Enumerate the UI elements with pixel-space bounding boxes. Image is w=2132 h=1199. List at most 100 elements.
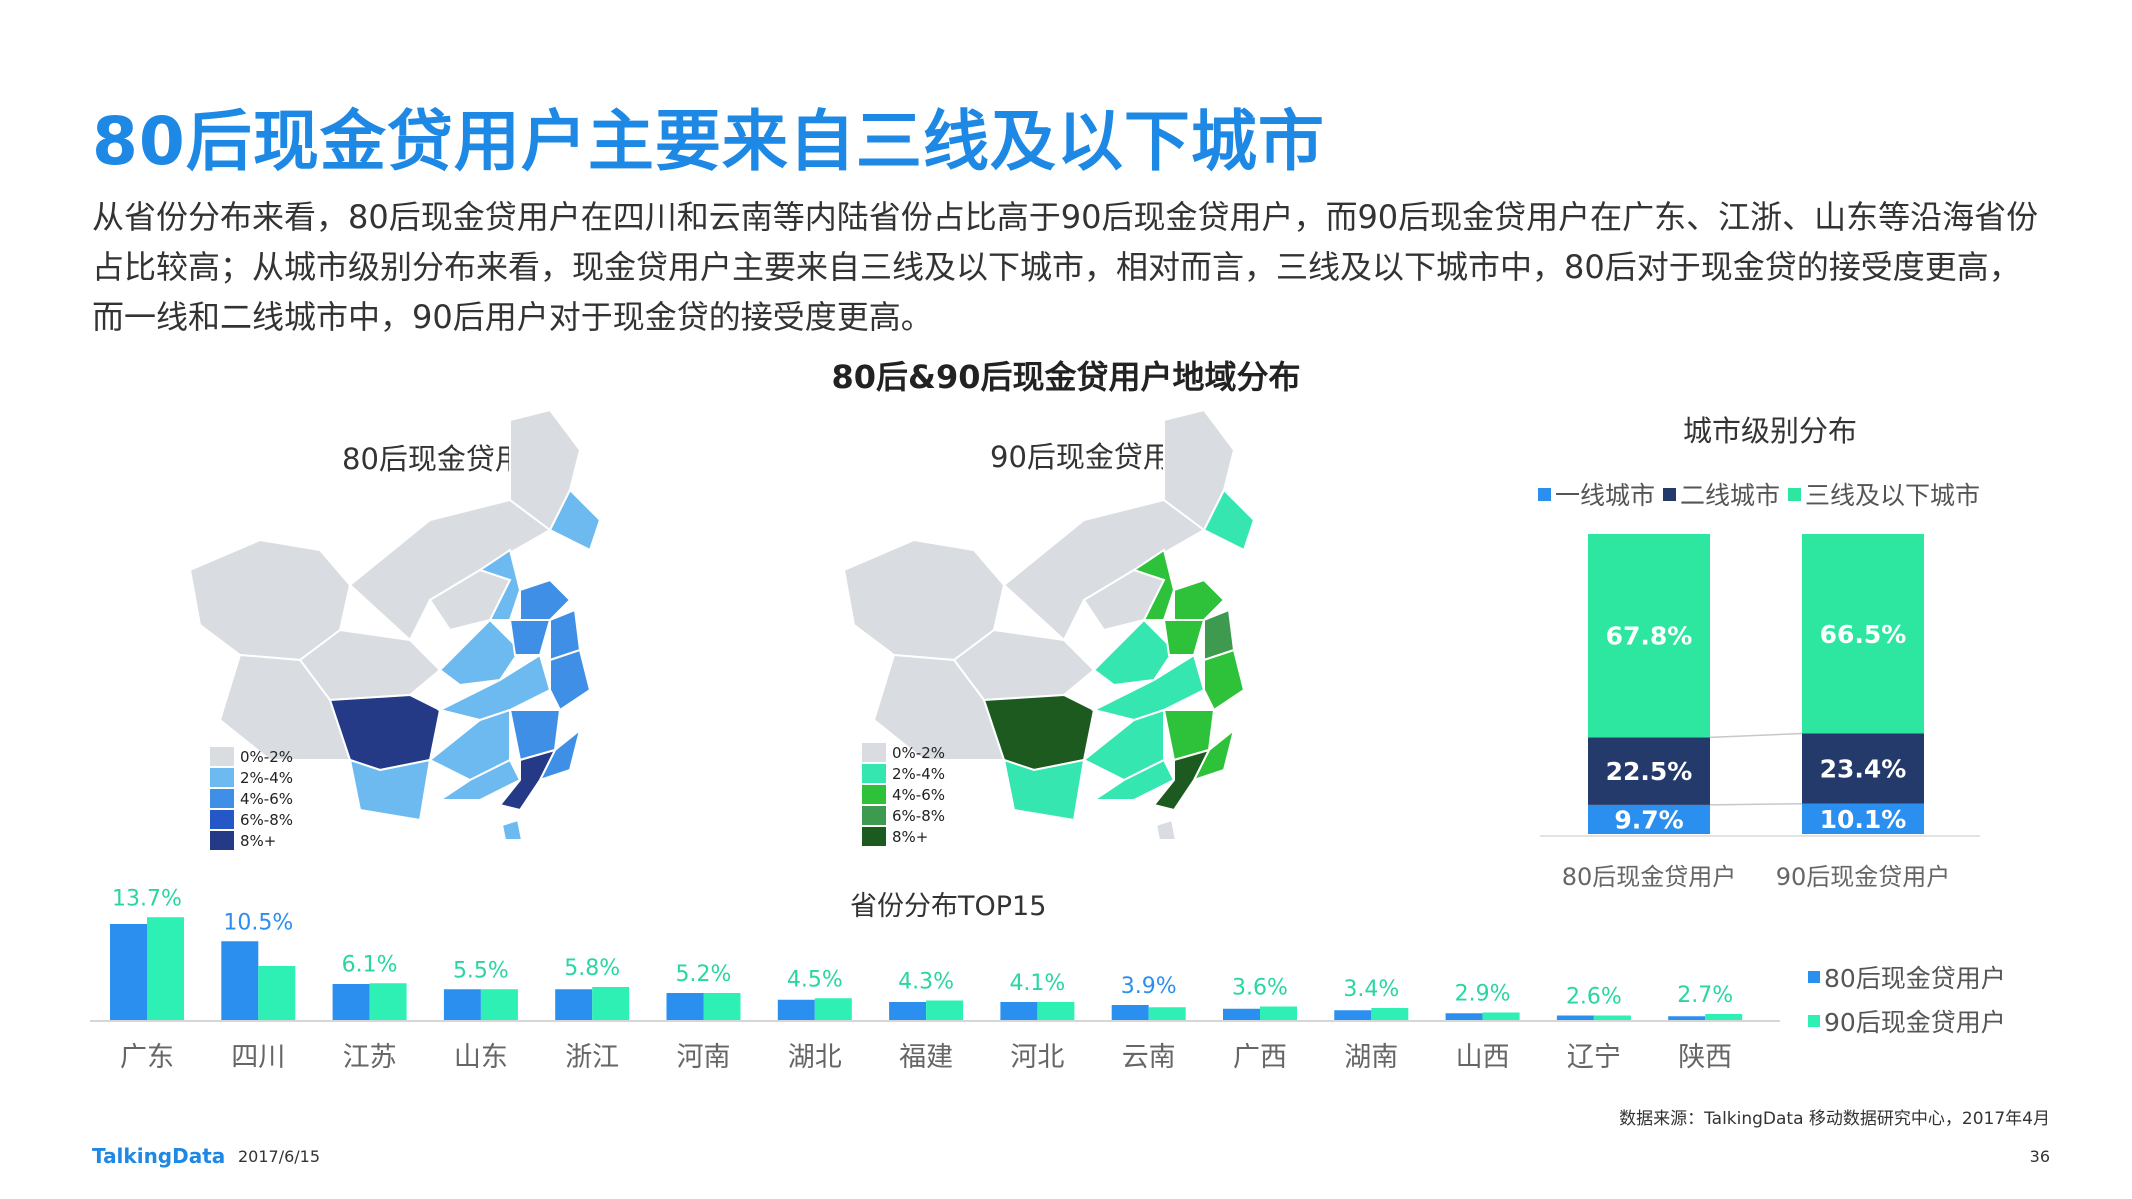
province-region <box>428 708 511 782</box>
page-description: 从省份分布来看，80后现金贷用户在四川和云南等内陆省份占比高于90后现金贷用户，… <box>92 198 2039 336</box>
china-map-post80 <box>188 408 602 841</box>
category-label: 江苏 <box>343 1042 397 1073</box>
legend-label: 一线城市 <box>1555 481 1656 510</box>
province-region <box>549 648 592 712</box>
category-label: 四川 <box>231 1042 285 1073</box>
bar <box>1000 1002 1038 1020</box>
bar <box>1445 1013 1483 1020</box>
category-label: 河南 <box>677 1042 731 1073</box>
legend-range-label: 4%-6% <box>240 789 294 808</box>
legend-range-label: 0%-2% <box>240 747 294 766</box>
category-label: 湖南 <box>1344 1042 1398 1073</box>
province-region <box>1173 578 1226 621</box>
bar <box>777 999 815 1020</box>
bar <box>1593 1015 1631 1020</box>
legend-row: 8%+ <box>210 830 293 851</box>
province-region <box>498 748 557 812</box>
data-label: 4.5% <box>787 967 843 992</box>
category-label: 山东 <box>454 1042 508 1073</box>
province-region <box>1082 708 1165 782</box>
legend-swatch <box>1663 487 1677 501</box>
province-legend: 80后现金贷用户 90后现金贷用户 <box>1808 955 2006 1043</box>
legend-swatch <box>1538 487 1551 501</box>
data-label: 4.3% <box>898 970 954 995</box>
bar <box>480 989 518 1020</box>
data-source: 数据来源：TalkingData 移动数据研究中心，2017年4月 <box>1619 1109 2050 1129</box>
category-label: 福建 <box>899 1042 953 1073</box>
legend-swatch <box>1808 1015 1820 1027</box>
data-label: 3.4% <box>1343 977 1399 1002</box>
data-label: 5.8% <box>564 956 620 981</box>
legend-label: 90后现金贷用户 <box>1824 1008 2006 1037</box>
stacked-bar-segment <box>1802 803 1924 834</box>
legend-label: 80后现金贷用户 <box>1824 964 2006 993</box>
legend-range-label: 8%+ <box>892 827 929 846</box>
data-label: 9.7% <box>1614 805 1683 834</box>
data-label: 67.8% <box>1606 622 1693 651</box>
data-label: 5.5% <box>453 958 509 983</box>
province-region <box>1162 619 1206 656</box>
category-label: 河北 <box>1010 1042 1064 1073</box>
bar <box>666 993 704 1020</box>
province-region <box>1202 488 1256 552</box>
page-number: 36 <box>2029 1147 2050 1166</box>
map-80-legend: 0%-2% 2%-4% 4%-6% 6%-8% 8%+ <box>210 746 293 851</box>
province-region <box>508 619 552 656</box>
legend-swatch <box>862 827 886 846</box>
legend-item-post90: 90后现金贷用户 <box>1808 999 2006 1043</box>
data-label: 23.4% <box>1820 755 1907 784</box>
bar <box>1037 1002 1075 1020</box>
city-tier-title: 城市级别分布 <box>1682 414 1857 448</box>
data-label: 2.6% <box>1566 985 1622 1010</box>
legend-swatch <box>862 806 886 825</box>
bar <box>1334 1010 1372 1020</box>
legend-row: 6%-8% <box>210 809 293 830</box>
connector-line <box>1709 802 1803 806</box>
province-region <box>1092 618 1176 687</box>
legend-range-label: 4%-6% <box>892 785 946 804</box>
footer-date: 2017/6/15 <box>238 1147 321 1166</box>
legend-row: 0%-2% <box>862 742 945 763</box>
bar <box>1705 1014 1743 1020</box>
province-region <box>348 758 432 822</box>
legend-row: 0%-2% <box>210 746 293 767</box>
legend-swatch <box>210 768 234 787</box>
page-title: 80后现金贷用户主要来自三线及以下城市 <box>92 103 1325 180</box>
data-label: 22.5% <box>1606 757 1693 786</box>
province-region <box>1002 758 1086 822</box>
bar <box>592 987 630 1020</box>
data-label: 13.7% <box>112 886 182 911</box>
legend-swatch <box>1788 487 1802 501</box>
connector-line <box>1709 732 1803 739</box>
legend-range-label: 0%-2% <box>892 743 946 762</box>
data-label: 4.1% <box>1009 971 1065 996</box>
legend-item-post80: 80后现金贷用户 <box>1808 955 2006 999</box>
bar <box>443 989 481 1020</box>
stacked-bar-segment <box>1588 534 1710 738</box>
bar <box>110 924 147 1020</box>
bar <box>1111 1005 1149 1020</box>
legend-item-second-tier: 二线城市 <box>1663 476 1780 512</box>
bar <box>1556 1015 1594 1020</box>
map-80 <box>188 408 602 841</box>
province-region <box>1090 758 1176 801</box>
legend-row: 8%+ <box>862 826 945 847</box>
province-region <box>436 758 522 801</box>
data-label: 2.9% <box>1455 982 1511 1007</box>
data-label: 3.9% <box>1121 974 1177 999</box>
province-region <box>348 498 552 642</box>
legend-range-label: 2%-4% <box>240 768 294 787</box>
category-label: 浙江 <box>565 1042 619 1073</box>
data-label: 5.2% <box>676 962 732 987</box>
data-label: 66.5% <box>1820 620 1907 649</box>
legend-range-label: 6%-8% <box>892 806 946 825</box>
bar <box>1371 1008 1409 1020</box>
legend-item-third-tier: 三线及以下城市 <box>1788 476 1980 512</box>
data-label: 6.1% <box>342 952 398 977</box>
category-label: 90后现金贷用户 <box>1776 863 1951 891</box>
map-90 <box>842 408 1256 841</box>
talkingdata-logo: TalkingData <box>92 1144 226 1168</box>
legend-swatch <box>210 789 234 808</box>
legend-swatch <box>1808 971 1820 983</box>
category-label: 辽宁 <box>1567 1042 1621 1073</box>
